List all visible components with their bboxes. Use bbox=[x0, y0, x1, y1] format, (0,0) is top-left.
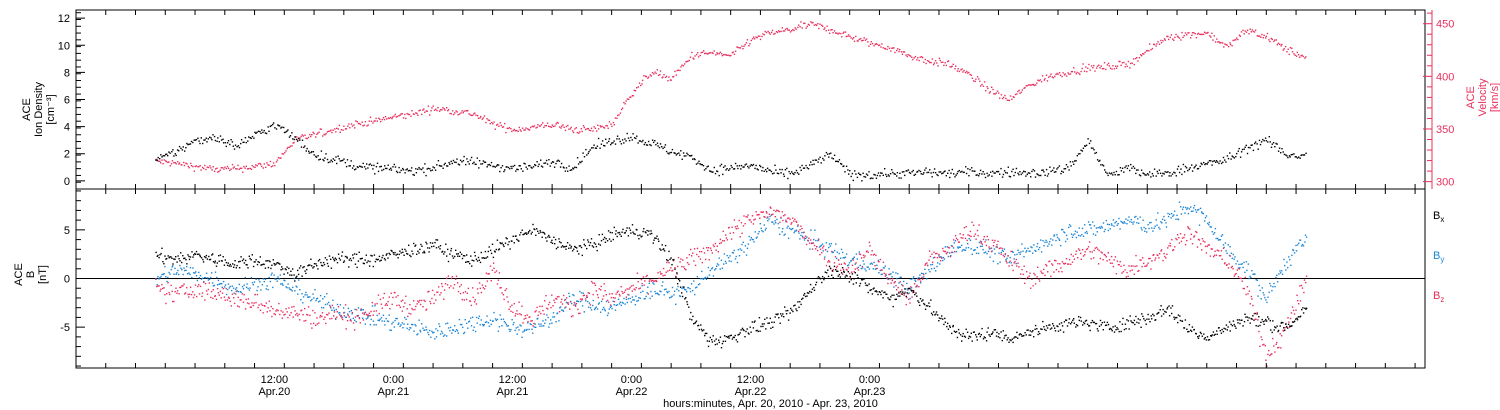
field-tick-label: -5 bbox=[60, 322, 70, 334]
series-bz bbox=[155, 206, 1308, 367]
field-ylabel-line: ACE bbox=[13, 263, 25, 286]
x-tick-time: 12:00 bbox=[737, 374, 765, 386]
velocity-ylabel-line: Velocity bbox=[1477, 78, 1489, 116]
series-density bbox=[155, 122, 1307, 182]
series-by bbox=[155, 201, 1308, 340]
field-ylabel: ACEB[nT] bbox=[13, 263, 49, 286]
x-tick-time: 0:00 bbox=[621, 374, 642, 386]
velocity-tick-label: 450 bbox=[1436, 19, 1454, 31]
field-ylabel-line: B bbox=[25, 271, 37, 278]
x-tick-date: Apr.22 bbox=[735, 386, 767, 398]
legend-bx-sub: x bbox=[1440, 215, 1444, 224]
velocity-tick-label: 400 bbox=[1436, 71, 1454, 83]
density-ylabel-line: [cm⁻³] bbox=[45, 94, 57, 124]
legend-by-sub: y bbox=[1440, 255, 1444, 264]
density-tick-label: 0 bbox=[64, 176, 70, 188]
density-tick-label: 8 bbox=[64, 67, 70, 79]
velocity-ylabel-line: ACE bbox=[1465, 86, 1477, 109]
x-axis-title: hours:minutes, Apr. 20, 2010 - Apr. 23, … bbox=[663, 398, 878, 410]
legend-bz-label: B bbox=[1433, 290, 1440, 302]
velocity-tick-label: 300 bbox=[1436, 177, 1454, 189]
series-velocity bbox=[155, 21, 1307, 173]
velocity-ylabel-line: [km/s] bbox=[1489, 83, 1500, 112]
x-tick-time: 0:00 bbox=[383, 374, 404, 386]
legend-bz: Bz bbox=[1433, 290, 1444, 304]
density-ylabel: ACEIon Density[cm⁻³] bbox=[21, 81, 57, 137]
series-bx bbox=[155, 223, 1308, 349]
legend-bx-label: B bbox=[1433, 210, 1440, 222]
field-tick-label: 5 bbox=[64, 225, 70, 237]
legend-bx: Bx bbox=[1433, 210, 1444, 224]
density-ylabel-line: ACE bbox=[21, 98, 33, 121]
x-tick-date: Apr.20 bbox=[258, 386, 290, 398]
legend-by: By bbox=[1433, 250, 1444, 264]
density-tick-label: 2 bbox=[64, 149, 70, 161]
density-tick-label: 10 bbox=[58, 40, 70, 52]
density-tick-label: 12 bbox=[58, 13, 70, 25]
x-tick-time: 12:00 bbox=[261, 374, 289, 386]
velocity-tick-label: 350 bbox=[1436, 124, 1454, 136]
field-ylabel-line: [nT] bbox=[37, 265, 49, 284]
x-tick-date: Apr.22 bbox=[616, 386, 648, 398]
field-tick-label: 0 bbox=[64, 274, 70, 286]
x-tick-date: Apr.21 bbox=[378, 386, 410, 398]
legend-bz-sub: z bbox=[1440, 295, 1444, 304]
x-tick-date: Apr.21 bbox=[497, 386, 529, 398]
x-tick-date: Apr.23 bbox=[854, 386, 886, 398]
density-ylabel-line: Ion Density bbox=[33, 81, 45, 137]
x-tick-time: 0:00 bbox=[859, 374, 880, 386]
x-tick-time: 12:00 bbox=[499, 374, 527, 386]
density-tick-label: 6 bbox=[64, 95, 70, 107]
legend-by-label: B bbox=[1433, 250, 1440, 262]
velocity-ylabel: ACEVelocity[km/s] bbox=[1465, 78, 1500, 116]
density-tick-label: 4 bbox=[64, 122, 70, 134]
